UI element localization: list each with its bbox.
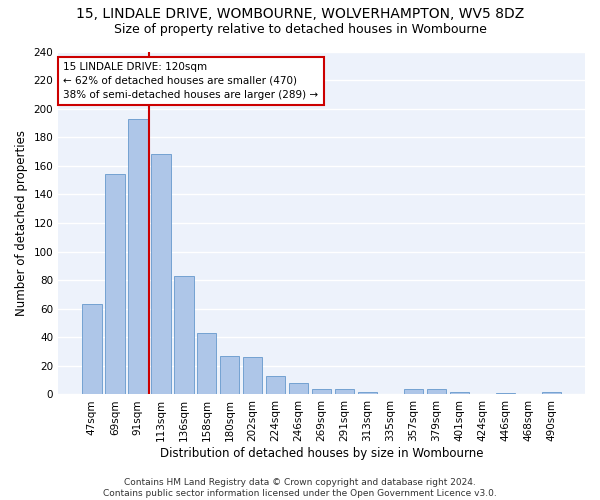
Bar xyxy=(105,174,125,394)
Bar xyxy=(243,358,262,395)
Bar xyxy=(82,304,101,394)
Bar xyxy=(496,393,515,394)
Text: 15 LINDALE DRIVE: 120sqm
← 62% of detached houses are smaller (470)
38% of semi-: 15 LINDALE DRIVE: 120sqm ← 62% of detach… xyxy=(64,62,319,100)
Bar xyxy=(197,333,217,394)
Bar xyxy=(542,392,561,394)
Bar xyxy=(128,118,148,394)
Bar xyxy=(174,276,194,394)
Bar xyxy=(151,154,170,394)
Bar xyxy=(312,388,331,394)
Bar xyxy=(220,356,239,395)
Text: 15, LINDALE DRIVE, WOMBOURNE, WOLVERHAMPTON, WV5 8DZ: 15, LINDALE DRIVE, WOMBOURNE, WOLVERHAMP… xyxy=(76,8,524,22)
Text: Size of property relative to detached houses in Wombourne: Size of property relative to detached ho… xyxy=(113,22,487,36)
Bar xyxy=(358,392,377,394)
Bar xyxy=(266,376,286,394)
Text: Contains HM Land Registry data © Crown copyright and database right 2024.
Contai: Contains HM Land Registry data © Crown c… xyxy=(103,478,497,498)
Y-axis label: Number of detached properties: Number of detached properties xyxy=(15,130,28,316)
Bar xyxy=(404,388,423,394)
Bar xyxy=(289,383,308,394)
Bar xyxy=(335,388,355,394)
X-axis label: Distribution of detached houses by size in Wombourne: Distribution of detached houses by size … xyxy=(160,447,484,460)
Bar xyxy=(449,392,469,394)
Bar xyxy=(427,388,446,394)
